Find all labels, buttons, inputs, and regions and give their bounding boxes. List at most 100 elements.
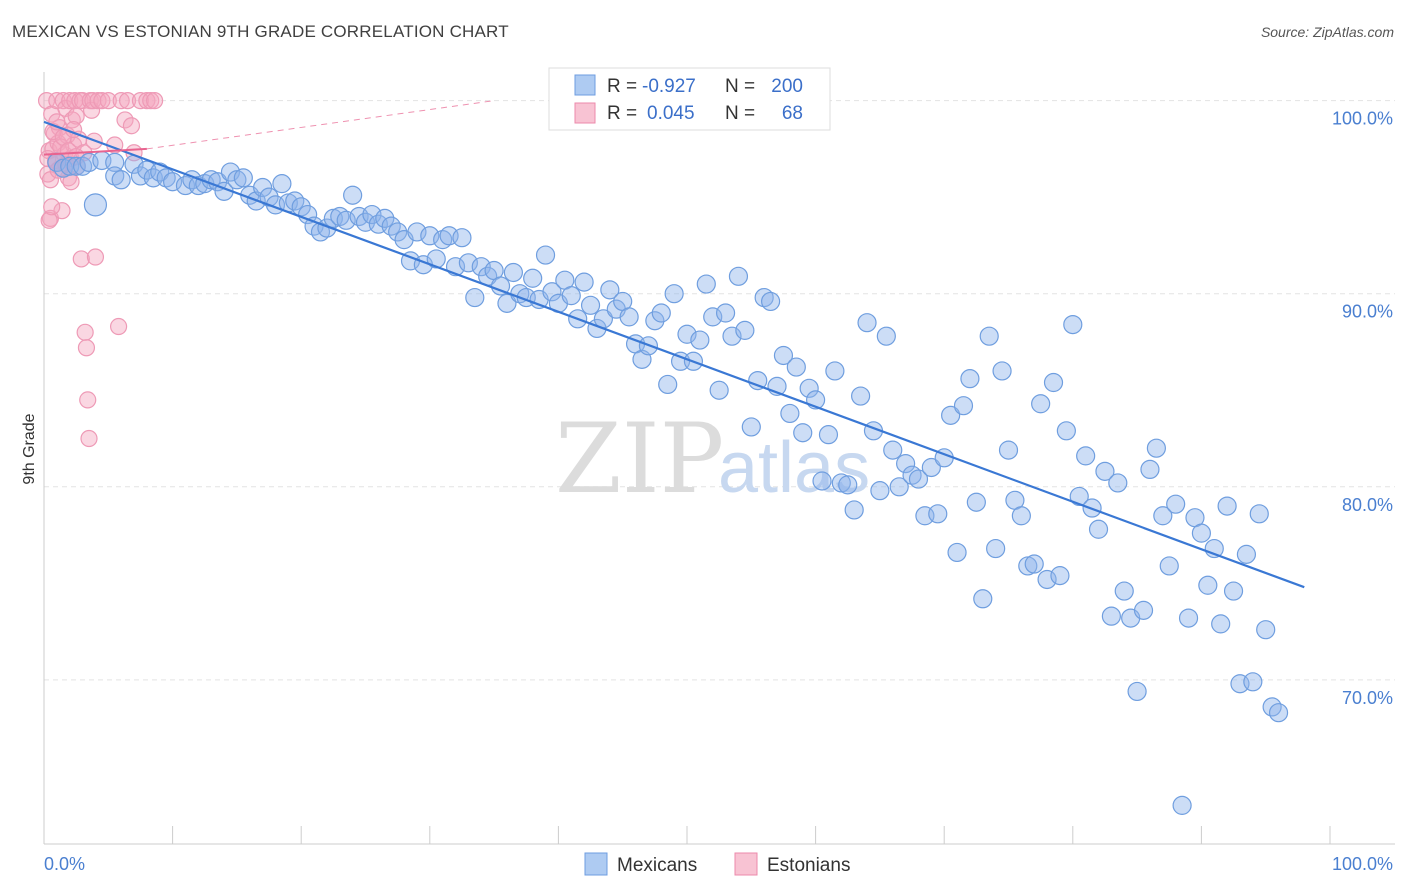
estonians-trend-extension [146, 100, 495, 150]
mexicans-point [664, 284, 684, 304]
y-tick-label: 70.0% [1342, 688, 1393, 708]
estonians-point [109, 317, 128, 336]
mexicans-point [896, 454, 916, 474]
mexicans-point [362, 204, 382, 225]
mexicans-point [426, 249, 446, 269]
mexicans-point [1159, 556, 1179, 576]
y-tick-labels: 100.0% 90.0% 80.0% 70.0% [1332, 109, 1393, 708]
mexicans-point [760, 291, 781, 312]
estonians-point [77, 339, 96, 357]
mexicans-point [780, 403, 800, 424]
mexicans-point [870, 481, 890, 501]
mexicans-point [1069, 486, 1089, 507]
mexicans-point [1114, 581, 1134, 601]
mexicans-point [233, 168, 253, 188]
mexicans-point [1076, 446, 1096, 466]
chart-title: MEXICAN VS ESTONIAN 9TH GRADE CORRELATIO… [12, 22, 509, 41]
mexicans-point [542, 282, 562, 302]
estonians-point [80, 429, 98, 448]
mexicans-point [1236, 544, 1257, 564]
watermark-zip: ZIP [555, 403, 724, 515]
mexicans-point [748, 370, 768, 391]
mexicans-point [953, 396, 974, 416]
mexicans-point [1063, 314, 1083, 335]
mexicans-point [1056, 421, 1076, 441]
estonians-point [79, 391, 97, 409]
mexicans-point [1101, 606, 1121, 626]
mexicans-point [1024, 554, 1044, 574]
mexicans-point [645, 311, 665, 331]
stat-n-label-2: N = [725, 103, 755, 124]
mexicans-point [1140, 459, 1160, 480]
mexicans-point [1217, 496, 1237, 516]
mexicans-point [83, 193, 108, 217]
mexicans-point [998, 440, 1019, 460]
mexicans-point [503, 262, 523, 283]
mexicans-point [1243, 672, 1263, 692]
bottom-swatch-estonians [734, 852, 758, 876]
estonians-point [118, 92, 137, 110]
estonians-point [93, 92, 111, 110]
mexicans-point [298, 204, 318, 225]
mexicans-point [928, 504, 948, 524]
mexicans-point [992, 361, 1012, 381]
stat-r-label-1: R = [607, 76, 637, 97]
x-tick-labels: 0.0% 100.0% [44, 854, 1393, 874]
mexicans-point [1050, 566, 1070, 586]
source-label: Source: ZipAtlas.com [1260, 24, 1394, 40]
mexicans-point [799, 378, 819, 398]
mexicans-point [105, 152, 125, 173]
mexicans-point [111, 170, 131, 190]
mexicans-point [1256, 620, 1276, 640]
legend-swatch-mexicans [574, 74, 596, 96]
x-tick-label: 100.0% [1332, 854, 1393, 874]
estonians-point [122, 117, 141, 135]
estonians-point [52, 138, 70, 156]
mexicans-point [715, 303, 736, 323]
mexicans-point [658, 374, 678, 395]
mexicans-point [535, 245, 556, 265]
estonians-trend-line [43, 147, 147, 156]
estonians-point [76, 323, 94, 341]
mexicans-point [889, 477, 909, 497]
mexicans-point [1153, 506, 1173, 526]
mexicans-point [941, 405, 961, 425]
mexicans-point [921, 457, 941, 478]
axes [43, 72, 1395, 845]
mexicans-point [1037, 569, 1057, 590]
mexicans-point [1043, 372, 1064, 393]
estonians-point [116, 111, 134, 129]
mexicans-point [388, 222, 408, 242]
mexicans-point [1011, 506, 1031, 526]
mexicans-point [163, 172, 183, 192]
mexicans-point [728, 266, 749, 286]
mexicans-point [600, 280, 620, 300]
mexicans-point [651, 303, 671, 323]
mexicans-point [66, 156, 86, 176]
estonians-point [43, 198, 61, 216]
mexicans-point [375, 208, 395, 228]
mexicans-point [336, 210, 356, 230]
bottom-swatch-mexicans [584, 852, 608, 876]
series-legend: Mexicans Estonians [584, 852, 850, 876]
watermark: ZIP atlas [555, 403, 870, 515]
mexicans-point [272, 174, 292, 194]
mexicans-point [786, 357, 806, 377]
mexicans-point [1223, 581, 1244, 601]
mexicans-point [497, 293, 517, 313]
mexicans-point [690, 330, 710, 350]
estonians-point [40, 211, 58, 229]
mexicans-point [420, 226, 440, 246]
mexicans-point [709, 380, 729, 400]
mexicans-point [986, 538, 1006, 559]
mexicans-point [458, 253, 478, 273]
mexicans-point [1172, 795, 1192, 815]
mexicans-point [1268, 703, 1289, 723]
mexicans-point [857, 313, 877, 333]
mexicans-point [465, 287, 485, 308]
mexicans-point [523, 268, 543, 288]
mexicans-point [1031, 394, 1051, 414]
y-tick-label: 90.0% [1342, 302, 1393, 322]
mexicans-point [253, 177, 273, 198]
